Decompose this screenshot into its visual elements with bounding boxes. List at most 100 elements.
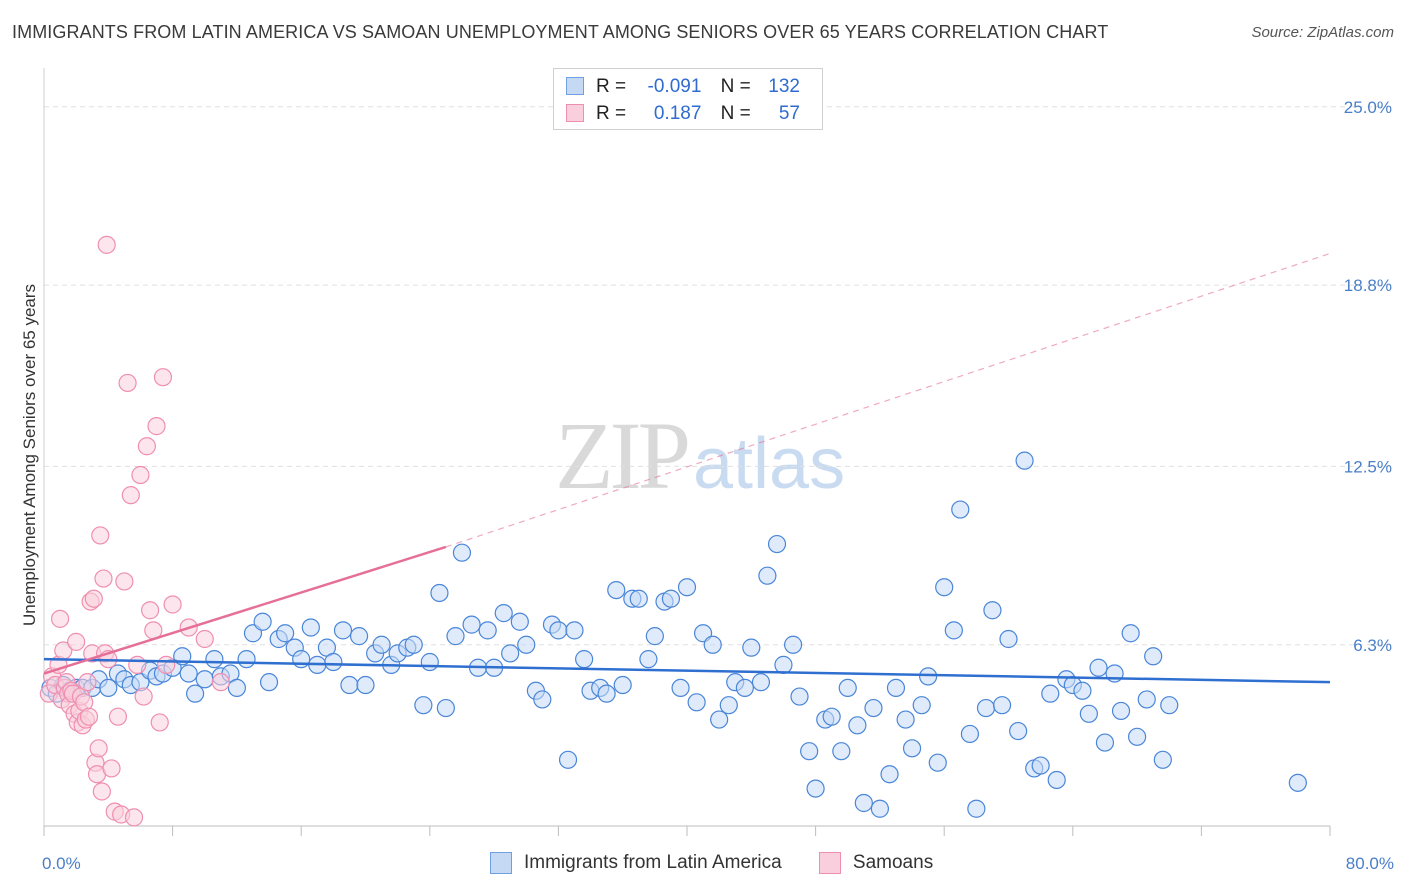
legend-item-latin-america[interactable]: Immigrants from Latin America [490,852,782,874]
point-latin-america [253,612,272,631]
point-latin-america [645,627,664,646]
point-latin-america [687,693,706,712]
point-latin-america [1015,451,1034,470]
point-samoans [84,589,103,608]
point-latin-america [848,716,867,735]
x-tick-label: 80.0% [1346,854,1394,873]
point-latin-america [356,675,375,695]
point-latin-america [661,589,681,608]
trendline-samoans-extension [445,252,1331,548]
point-latin-america [436,698,455,718]
point-latin-america [992,696,1012,715]
point-latin-america [404,635,423,654]
point-latin-america [1089,658,1108,677]
point-samoans [89,739,108,758]
point-latin-america [1127,727,1147,746]
point-latin-america [806,779,825,798]
point-samoans [108,707,128,726]
point-latin-america [276,624,295,643]
point-latin-america [710,710,729,729]
point-latin-america [1288,773,1307,792]
stats-swatch-latin-america [566,77,584,95]
point-samoans [91,526,110,545]
point-latin-america [99,678,118,698]
stats-r-label: R = [596,103,627,124]
watermark: ZIPatlas [555,400,845,511]
point-latin-america [1144,647,1163,666]
trendline-samoans [43,545,447,675]
point-latin-america [944,621,963,640]
point-samoans [140,601,160,620]
point-samoans [102,759,121,778]
point-latin-america [983,601,1002,620]
stats-r-label: R = [596,76,627,97]
point-latin-america [1047,770,1066,790]
legend: Immigrants from Latin America Samoans [490,852,965,880]
point-latin-america [822,707,841,726]
y-tick-label: 12.5% [1344,457,1392,476]
stats-r-value: 0.187 [653,103,702,124]
point-latin-america [870,799,890,818]
point-latin-america [452,543,472,562]
point-latin-america [976,698,996,718]
point-latin-america [742,638,761,657]
watermark-atlas: atlas [693,424,846,504]
point-latin-america [1041,684,1060,703]
point-latin-america [767,534,787,554]
point-samoans [78,673,97,692]
point-latin-america [719,696,738,715]
stats-swatch-samoans [566,104,584,122]
stats-row-latin-america: R = -0.091 N = 132 [566,76,800,98]
point-samoans [134,687,153,706]
point-latin-america [999,629,1018,649]
legend-item-samoans[interactable]: Samoans [818,852,933,874]
point-samoans [115,572,134,591]
point-latin-america [896,710,915,729]
point-latin-america [790,687,809,706]
stats-r-value: -0.091 [647,76,702,97]
trendline-latin-america [43,657,1331,684]
point-latin-america [951,500,970,519]
point-samoans [195,629,214,649]
point-latin-america [301,618,320,637]
point-latin-america [333,621,353,640]
point-samoans [163,595,182,614]
y-tick-label: 18.8% [1344,276,1392,295]
point-latin-america [800,742,819,761]
point-samoans [97,235,116,254]
point-latin-america [735,678,754,698]
source-credit: Source: ZipAtlas.com [1251,24,1394,41]
stats-n-value: 132 [768,76,800,97]
point-latin-america [186,684,205,703]
point-samoans [128,655,147,674]
point-latin-america [501,644,520,663]
stats-box: R = -0.091 N = 132 R = 0.187 N = 57 [553,68,823,130]
legend-swatch-latin-america [490,852,512,874]
stats-n-label: N = [720,103,751,124]
point-latin-america [517,635,536,654]
stats-row-samoans: R = 0.187 N = 57 [566,103,800,125]
x-tick-label: 0.0% [42,854,81,873]
point-latin-america [510,612,529,631]
point-latin-america [205,650,224,669]
point-latin-america [774,655,793,674]
point-latin-america [1009,721,1028,741]
point-samoans [50,609,70,628]
point-samoans [67,632,86,651]
point-latin-america [832,742,851,761]
point-latin-america [1121,624,1140,643]
point-latin-america [237,650,256,669]
point-latin-america [1031,756,1050,775]
point-latin-america [1073,681,1092,700]
point-samoans [147,417,166,436]
y-tick-label: 25.0% [1344,98,1392,117]
point-latin-america [558,750,578,769]
point-latin-america [259,673,279,692]
point-latin-america [912,696,931,715]
point-latin-america [960,724,980,744]
point-latin-america [838,678,857,698]
point-latin-america [613,675,632,695]
point-latin-america [349,627,369,646]
point-latin-america [864,698,883,718]
point-latin-america [1153,750,1172,769]
